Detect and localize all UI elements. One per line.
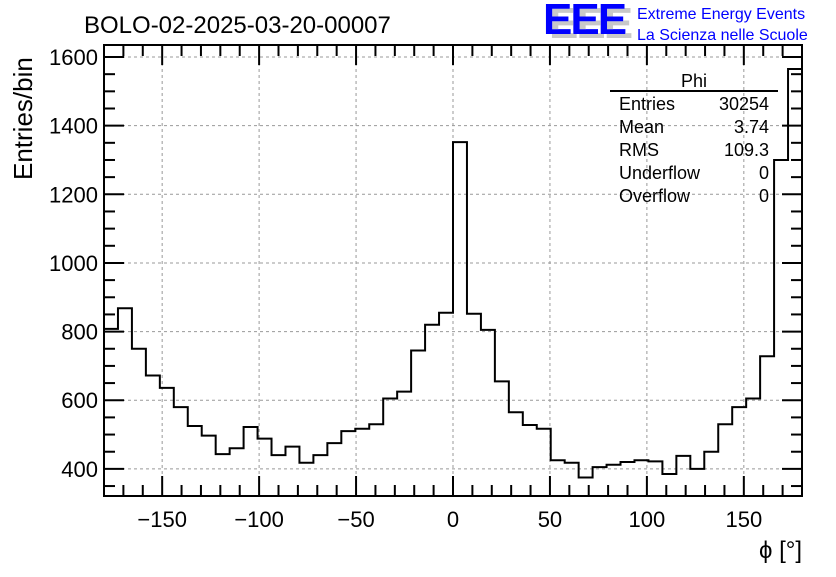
eee-logo: EEE Extreme Energy Events La Scienza nel… [543, 0, 808, 44]
histogram-bin [132, 349, 146, 496]
histogram-bin [537, 429, 551, 496]
y-tick-label: 400 [61, 457, 98, 482]
histogram-bin [788, 69, 802, 496]
histogram-bin [230, 448, 244, 496]
histogram-bin [355, 429, 369, 496]
histogram-bin [676, 456, 690, 496]
x-tick-label: 100 [629, 507, 666, 532]
y-tick-label: 1000 [49, 251, 98, 276]
logo-line1: Extreme Energy Events [637, 6, 805, 23]
x-axis-label: ϕ [°] [759, 537, 802, 564]
stats-value: 3.74 [734, 117, 769, 137]
histogram-bin [453, 142, 467, 496]
histogram-bin [467, 314, 481, 496]
histogram-bin [774, 160, 788, 496]
histogram-bin [383, 399, 397, 496]
histogram-bin [425, 325, 439, 496]
stats-label: Entries [619, 94, 675, 114]
histogram-bin [648, 461, 662, 496]
y-tick-label: 1600 [49, 45, 98, 70]
histogram-bins [104, 69, 802, 496]
tick-labels: −150 −100 −50 0 50 100 150 400 600 800 1000 1200 140… [49, 45, 762, 532]
histogram-bin [481, 330, 495, 496]
histogram-bin [118, 308, 132, 496]
y-axis-label: Entries/bin [8, 57, 38, 180]
histogram-bin [146, 376, 160, 496]
histogram-bin [341, 431, 355, 496]
stats-value: 0 [759, 186, 769, 206]
histogram-bin [551, 460, 565, 496]
histogram-bin [662, 474, 676, 496]
stats-label: RMS [619, 140, 659, 160]
stats-label: Mean [619, 117, 664, 137]
histogram-bin [397, 392, 411, 496]
histogram-bin [690, 469, 704, 496]
stats-label: Overflow [619, 186, 691, 206]
histogram-bin [439, 313, 453, 496]
x-tick-label: −50 [337, 507, 374, 532]
x-tick-label: 150 [725, 507, 762, 532]
stats-title: Phi [681, 71, 707, 91]
histogram-bin [216, 454, 230, 496]
logo-line2: La Scienza nelle Scuole [637, 27, 808, 44]
x-tick-label: −100 [234, 507, 284, 532]
histogram-bin [299, 463, 313, 496]
histogram-bin [327, 443, 341, 496]
y-tick-label: 800 [61, 320, 98, 345]
chart-title: BOLO-02-2025-03-20-00007 [84, 12, 391, 39]
histogram-bin [188, 426, 202, 496]
histogram-bin [746, 399, 760, 496]
y-tick-label: 1200 [49, 182, 98, 207]
histogram-bin [495, 381, 509, 496]
stats-value: 109.3 [724, 140, 769, 160]
histogram-bin [579, 477, 593, 496]
histogram-bin [509, 412, 523, 496]
x-tick-label: 0 [447, 507, 459, 532]
logo-mark: EEE [543, 0, 626, 44]
x-tick-label: 50 [538, 507, 562, 532]
stats-value: 30254 [719, 94, 769, 114]
x-tick-label: −150 [137, 507, 187, 532]
histogram-bin [202, 436, 216, 496]
histogram-bin [411, 350, 425, 496]
y-tick-label: 600 [61, 388, 98, 413]
histogram-bin [704, 452, 718, 496]
histogram-bin [565, 463, 579, 496]
histogram-bin [244, 427, 258, 496]
axis-ticks [103, 45, 803, 496]
stats-value: 0 [759, 163, 769, 183]
histogram-bin [104, 329, 118, 496]
histogram-bin [174, 407, 188, 496]
histogram-line [104, 68, 802, 479]
stats-box: Phi Entries 30254 Mean 3.74 RMS 109.3 Un… [610, 71, 778, 206]
histogram-bin [760, 356, 774, 496]
y-tick-label: 1400 [49, 114, 98, 139]
histogram-bin [593, 467, 607, 496]
histogram-bin [313, 455, 327, 496]
stats-label: Underflow [619, 163, 701, 183]
